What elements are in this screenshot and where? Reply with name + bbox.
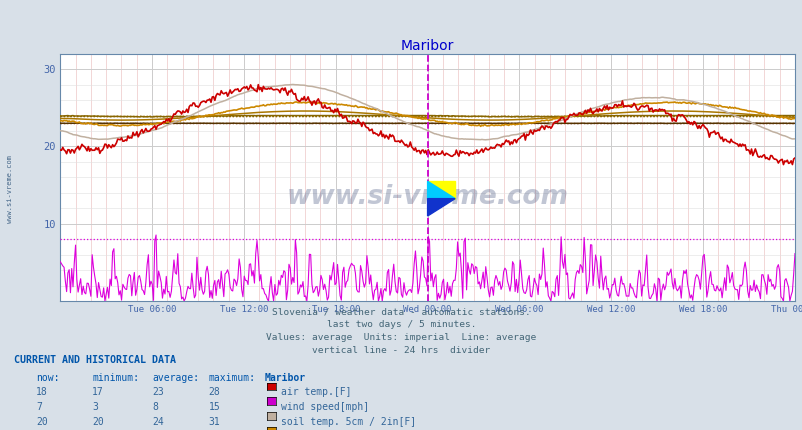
Text: 20: 20: [92, 417, 104, 427]
Text: 18: 18: [36, 387, 48, 397]
Text: 24: 24: [152, 417, 164, 427]
Polygon shape: [427, 181, 455, 199]
Text: maximum:: maximum:: [209, 373, 256, 383]
Polygon shape: [427, 181, 455, 199]
Text: www.si-vreme.com: www.si-vreme.com: [6, 155, 13, 223]
Text: average:: average:: [152, 373, 200, 383]
Text: Slovenia / weather data - automatic stations.: Slovenia / weather data - automatic stat…: [272, 307, 530, 316]
Text: wind speed[mph]: wind speed[mph]: [281, 402, 369, 412]
Text: 3: 3: [92, 402, 98, 412]
Text: 15: 15: [209, 402, 221, 412]
Text: air temp.[F]: air temp.[F]: [281, 387, 351, 397]
Text: minimum:: minimum:: [92, 373, 140, 383]
Text: 17: 17: [92, 387, 104, 397]
Text: now:: now:: [36, 373, 59, 383]
Text: last two days / 5 minutes.: last two days / 5 minutes.: [326, 320, 476, 329]
Text: 23: 23: [152, 387, 164, 397]
Text: 28: 28: [209, 387, 221, 397]
Text: Maribor: Maribor: [265, 373, 306, 383]
Title: Maribor: Maribor: [400, 39, 454, 52]
Text: soil temp. 5cm / 2in[F]: soil temp. 5cm / 2in[F]: [281, 417, 415, 427]
Text: 8: 8: [152, 402, 158, 412]
Text: Values: average  Units: imperial  Line: average: Values: average Units: imperial Line: av…: [266, 333, 536, 342]
Text: CURRENT AND HISTORICAL DATA: CURRENT AND HISTORICAL DATA: [14, 355, 176, 365]
Text: 20: 20: [36, 417, 48, 427]
Text: 7: 7: [36, 402, 42, 412]
Text: www.si-vreme.com: www.si-vreme.com: [286, 184, 568, 210]
Text: vertical line - 24 hrs  divider: vertical line - 24 hrs divider: [312, 346, 490, 355]
Polygon shape: [427, 199, 455, 216]
Text: 31: 31: [209, 417, 221, 427]
